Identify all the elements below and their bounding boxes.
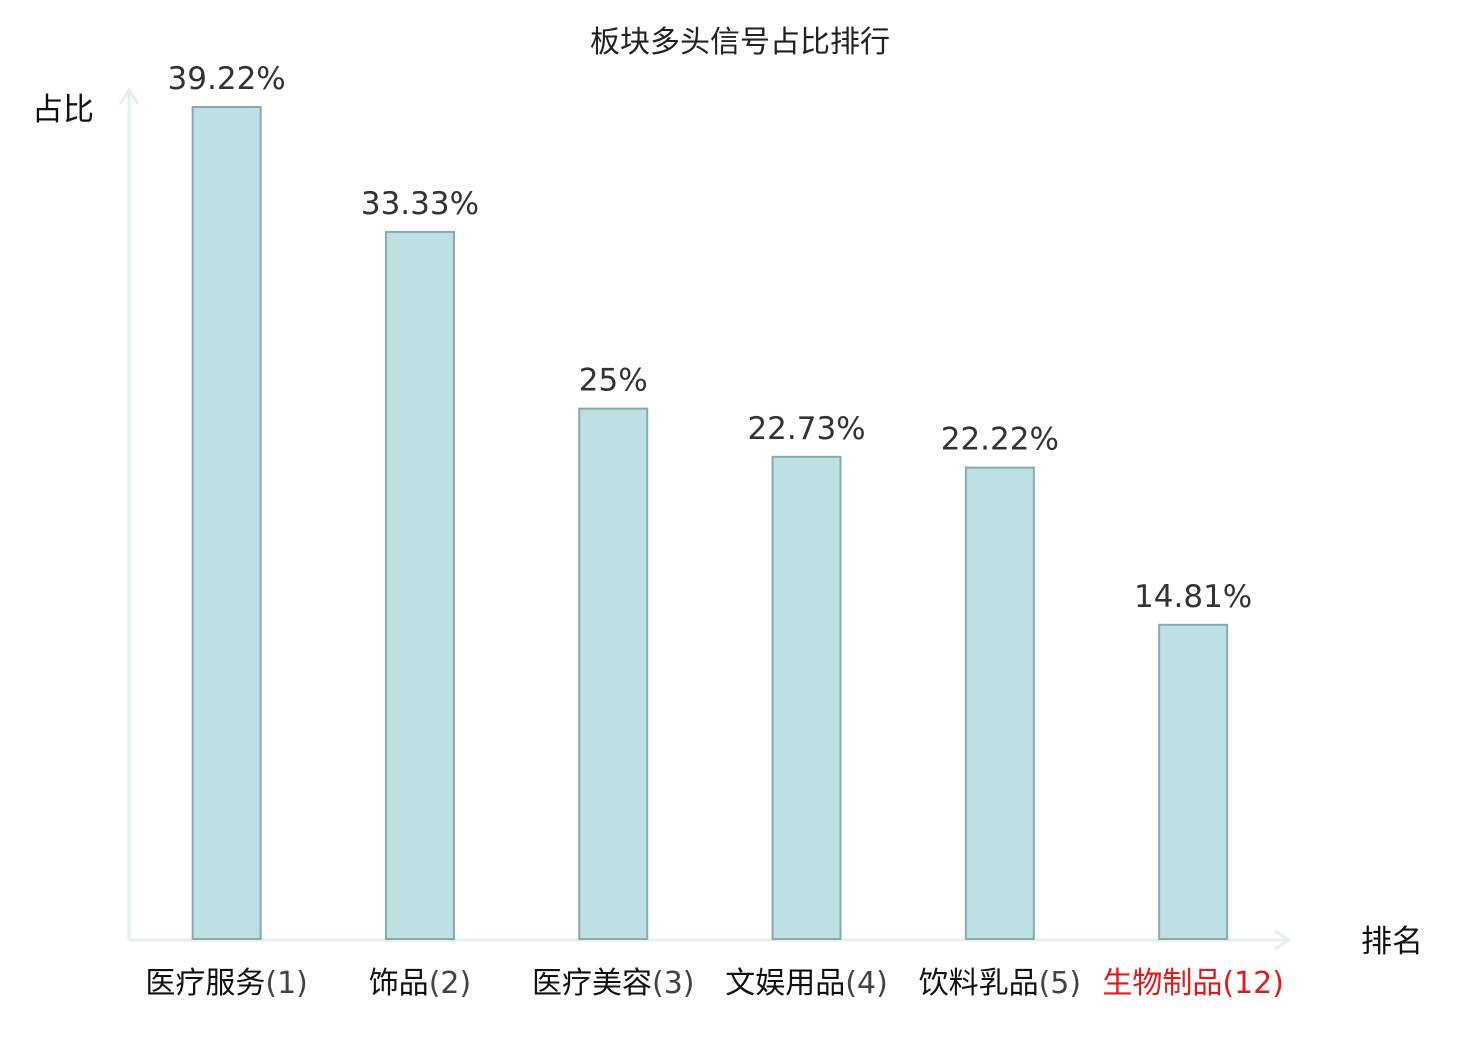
value-label-3: 25% xyxy=(579,363,648,399)
x-tick-rank-2: (2) xyxy=(429,966,472,1001)
x-tick-label-6: 生物制品(12) xyxy=(1102,966,1284,1001)
x-tick-rank-1: (1) xyxy=(265,966,308,1001)
x-tick-rank-3: (3) xyxy=(652,966,695,1001)
x-axis-arrow xyxy=(1274,929,1292,951)
x-tick-name-5: 饮料乳品 xyxy=(919,966,1039,1001)
bar-6 xyxy=(1158,623,1229,941)
y-axis-label: 占比 xyxy=(32,92,94,128)
x-tick-name-6: 生物制品 xyxy=(1102,966,1222,1001)
bar-3 xyxy=(578,407,649,940)
x-tick-name-1: 医疗服务 xyxy=(145,966,265,1001)
x-tick-name-4: 文娱用品 xyxy=(725,966,845,1001)
value-label-6: 14.81% xyxy=(1134,579,1252,615)
chart-title: 板块多头信号占比排行 xyxy=(590,25,890,60)
bars xyxy=(191,106,1229,941)
y-axis-arrow xyxy=(118,87,140,105)
x-tick-name-2: 饰品 xyxy=(369,966,429,1001)
bar-2 xyxy=(384,230,455,941)
x-tick-name-3: 医疗美容 xyxy=(532,966,652,1001)
x-tick-label-3: 医疗美容(3) xyxy=(532,966,695,1001)
bar-4 xyxy=(771,455,842,940)
x-tick-label-4: 文娱用品(4) xyxy=(725,966,888,1001)
x-tick-rank-5: (5) xyxy=(1039,966,1082,1001)
axes xyxy=(118,87,1292,951)
x-tick-label-1: 医疗服务(1) xyxy=(145,966,308,1001)
x-tick-label-2: 饰品(2) xyxy=(369,966,472,1001)
value-label-4: 22.73% xyxy=(747,411,865,447)
x-tick-label-5: 饮料乳品(5) xyxy=(919,966,1082,1001)
x-tick-labels: 医疗服务(1) 饰品(2) 医疗美容(3) 文娱用品(4) 饮料乳品(5) 生物制品(12… xyxy=(145,966,1284,1001)
bar-1 xyxy=(191,106,262,940)
value-label-5: 22.22% xyxy=(941,422,1059,458)
x-tick-rank-4: (4) xyxy=(845,966,888,1001)
x-axis-label: 排名 xyxy=(1361,924,1423,960)
value-labels: 39.22% 33.33% 25% 22.73% 22.22% 14.81% xyxy=(168,61,1253,615)
value-label-1: 39.22% xyxy=(168,61,286,97)
value-label-2: 33.33% xyxy=(361,186,479,222)
bar-5 xyxy=(964,466,1035,940)
x-tick-rank-6: (12) xyxy=(1222,966,1284,1001)
